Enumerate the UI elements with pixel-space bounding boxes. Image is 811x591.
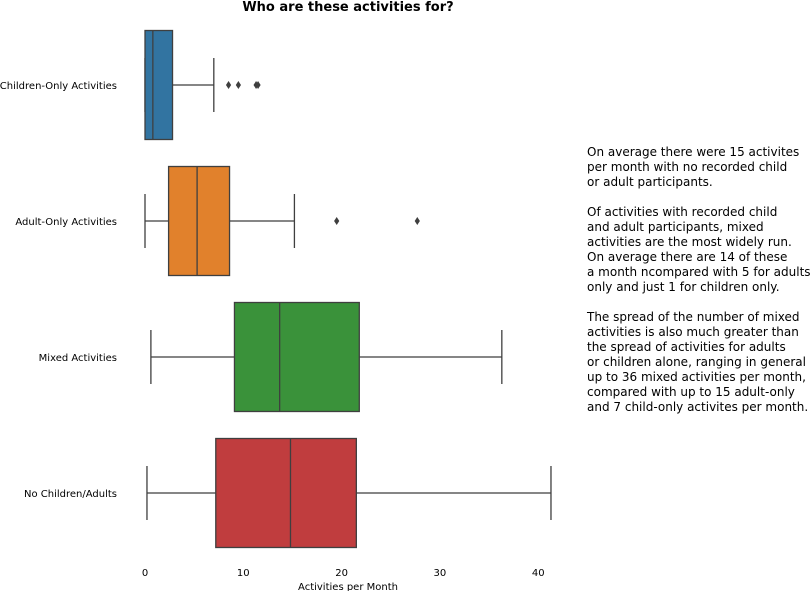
box-1 [144, 29, 174, 141]
outlier-point [255, 81, 261, 89]
plot-area [144, 29, 552, 549]
y-tick-labels: Children-Only Activities Adult-Only Activ… [0, 81, 117, 500]
annotation-paragraph: Of activities with recorded child and ad… [587, 205, 811, 294]
chart-title: Who are these activities for? [242, 0, 453, 15]
box-4 [215, 437, 357, 549]
x-tick-label: 10 [237, 568, 250, 579]
outlier-point [334, 217, 340, 225]
annotation-text: On average there were 15 activites per m… [587, 145, 811, 430]
outlier-point [225, 81, 232, 89]
x-tick-labels: 0 10 20 30 40 [142, 568, 545, 579]
x-axis-label: Activities per Month [298, 582, 398, 591]
y-tick-label: No Children/Adults [24, 489, 117, 500]
x-tick-label: 0 [142, 568, 148, 579]
annotation-paragraph: On average there were 15 activites per m… [587, 145, 800, 189]
x-tick-label: 40 [532, 568, 545, 579]
annotation-paragraph: The spread of the number of mixed activi… [587, 310, 809, 414]
y-tick-label: Mixed Activities [39, 353, 117, 364]
x-tick-label: 30 [434, 568, 447, 579]
y-tick-label: Adult-Only Activities [15, 217, 117, 228]
box-3 [233, 301, 360, 413]
outlier-point [414, 217, 420, 225]
y-tick-label: Children-Only Activities [0, 81, 117, 92]
outlier-point [235, 81, 241, 89]
x-tick-label: 20 [335, 568, 348, 579]
box-2 [167, 165, 231, 277]
